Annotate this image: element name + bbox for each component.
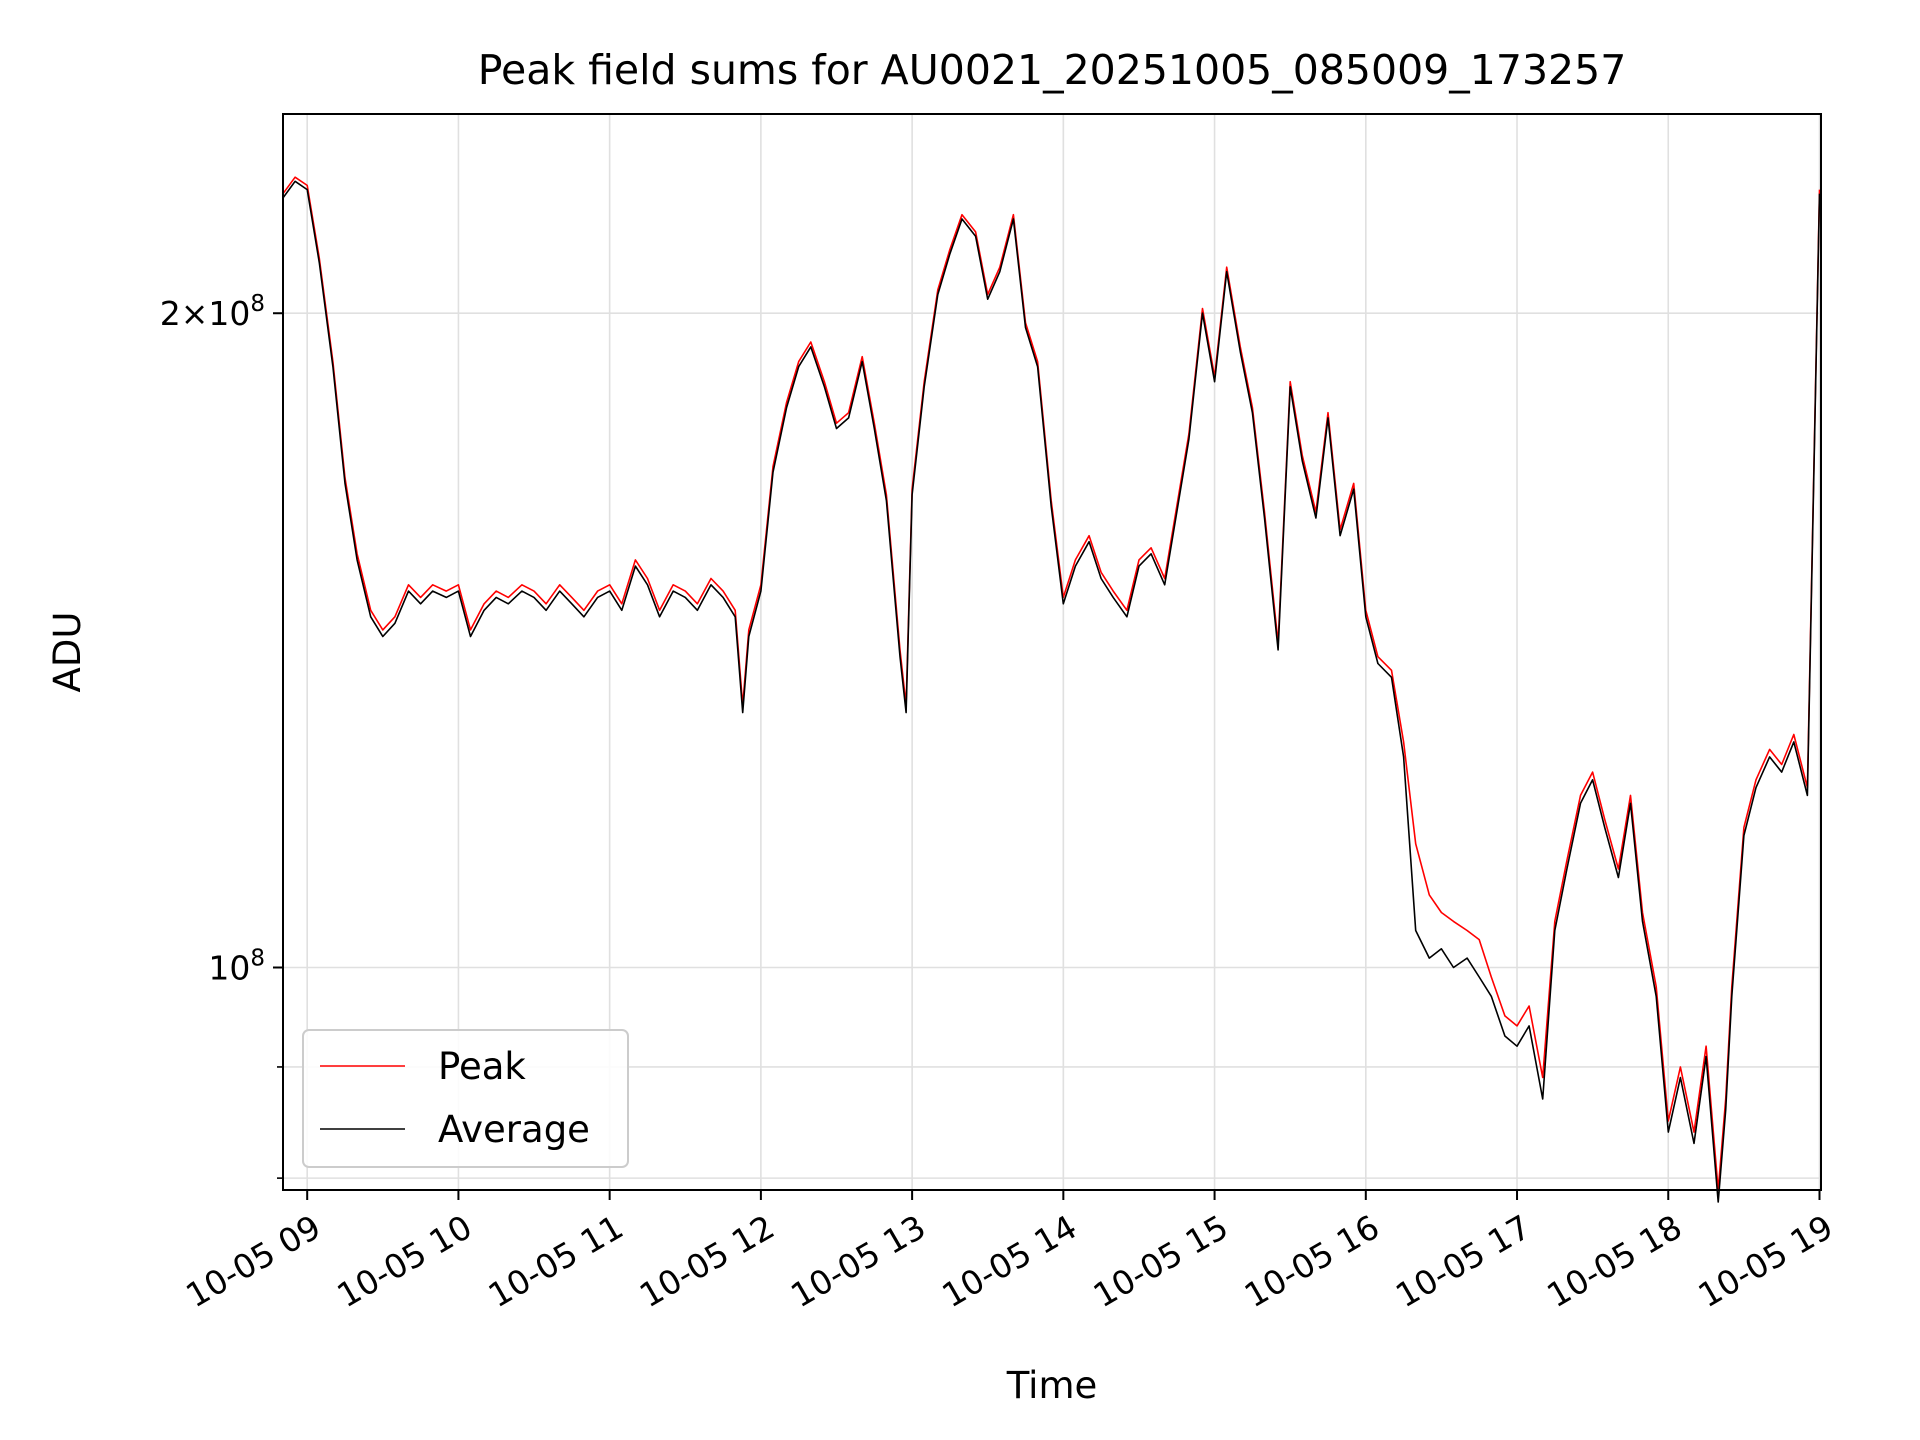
grid: [283, 114, 1821, 1190]
legend-box: [302, 1029, 629, 1168]
y-axis-ticks: 108 2×108: [160, 291, 283, 1179]
y-axis-label: ADU: [46, 612, 89, 693]
series-line-average: [282, 180, 1821, 1203]
x-axis-label: Time: [1006, 1364, 1098, 1407]
series-lines: [282, 176, 1821, 1203]
chart-title: Peak field sums for AU0021_20251005_0850…: [478, 46, 1627, 94]
legend-average-label: Average: [438, 1108, 590, 1151]
legend-peak-label: Peak: [438, 1045, 526, 1088]
y-tick-label: 2×108: [160, 291, 265, 333]
y-tick-label: 108: [208, 945, 265, 987]
axes-frame: [282, 113, 1822, 1191]
legend: Peak Average: [302, 1029, 629, 1168]
